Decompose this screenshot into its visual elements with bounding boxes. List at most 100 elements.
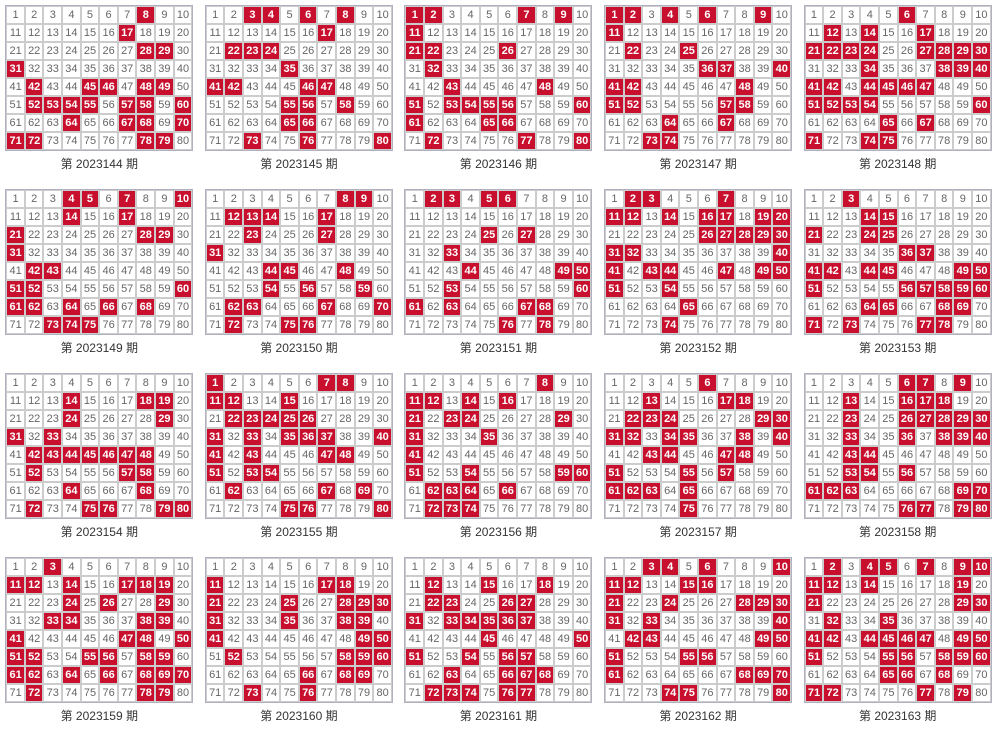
number-cell: 3	[642, 6, 661, 24]
number-cell-highlight: 29	[754, 410, 773, 428]
number-cell: 53	[43, 464, 62, 482]
number-cell: 13	[642, 576, 661, 594]
number-cell: 63	[842, 666, 861, 684]
number-cell: 9	[155, 374, 174, 392]
panel-caption: 第 2023163 期	[859, 703, 936, 730]
number-cell: 44	[461, 630, 480, 648]
number-cell: 50	[573, 78, 592, 96]
number-cell: 6	[498, 6, 517, 24]
number-cell: 57	[317, 648, 336, 666]
number-cell: 27	[916, 594, 935, 612]
number-cell-highlight: 49	[554, 262, 573, 280]
number-cell: 12	[25, 24, 44, 42]
number-cell-highlight: 70	[772, 666, 791, 684]
number-cell-highlight: 45	[879, 262, 898, 280]
number-cell: 43	[443, 446, 462, 464]
number-cell-highlight: 43	[642, 630, 661, 648]
number-cell-highlight: 55	[81, 648, 100, 666]
number-cell-highlight: 46	[299, 78, 318, 96]
number-cell: 66	[898, 298, 917, 316]
lottery-panel: 1234567891011121314151617181920212223242…	[604, 557, 793, 730]
number-cell-highlight: 7	[517, 6, 536, 24]
number-cell: 48	[336, 630, 355, 648]
number-cell: 38	[735, 60, 754, 78]
number-cell: 5	[679, 374, 698, 392]
number-cell: 13	[642, 208, 661, 226]
number-cell: 80	[772, 132, 791, 150]
number-cell: 55	[280, 280, 299, 298]
number-cell: 10	[772, 190, 791, 208]
number-cell: 24	[860, 594, 879, 612]
number-cell-highlight: 50	[573, 262, 592, 280]
number-cell: 27	[118, 42, 137, 60]
number-cell: 16	[299, 392, 318, 410]
number-cell: 21	[405, 226, 424, 244]
number-cell: 12	[424, 208, 443, 226]
panel-caption: 第 2023162 期	[659, 703, 736, 730]
number-cell: 23	[642, 226, 661, 244]
number-cell: 58	[735, 464, 754, 482]
number-cell: 49	[554, 78, 573, 96]
number-cell: 32	[224, 612, 243, 630]
number-grid: 1234567891011121314151617181920212223242…	[804, 557, 992, 703]
number-cell: 80	[373, 316, 392, 334]
number-cell: 27	[916, 226, 935, 244]
number-cell: 63	[243, 114, 262, 132]
number-cell: 56	[698, 280, 717, 298]
number-cell: 10	[772, 6, 791, 24]
number-cell: 63	[842, 298, 861, 316]
number-cell-highlight: 43	[243, 446, 262, 464]
number-cell-highlight: 36	[299, 428, 318, 446]
number-cell-highlight: 46	[898, 630, 917, 648]
number-cell: 44	[461, 446, 480, 464]
number-cell: 45	[480, 78, 499, 96]
number-cell: 32	[224, 60, 243, 78]
number-cell: 17	[916, 208, 935, 226]
number-cell: 21	[605, 410, 624, 428]
number-cell: 60	[373, 280, 392, 298]
number-cell: 37	[317, 612, 336, 630]
number-cell-highlight: 36	[498, 612, 517, 630]
number-cell: 58	[136, 280, 155, 298]
number-cell: 47	[118, 262, 137, 280]
number-cell: 24	[461, 594, 480, 612]
number-cell-highlight: 12	[823, 576, 842, 594]
number-cell: 52	[823, 280, 842, 298]
number-cell-highlight: 74	[661, 684, 680, 702]
number-cell: 42	[424, 446, 443, 464]
number-cell-highlight: 36	[698, 60, 717, 78]
number-cell: 6	[99, 190, 118, 208]
number-cell: 7	[916, 6, 935, 24]
number-cell: 49	[355, 78, 374, 96]
number-cell: 47	[517, 446, 536, 464]
number-cell: 77	[517, 316, 536, 334]
number-cell: 59	[554, 648, 573, 666]
number-cell-highlight: 75	[679, 500, 698, 518]
number-cell: 15	[679, 24, 698, 42]
number-cell-highlight: 70	[174, 114, 193, 132]
number-cell: 53	[43, 648, 62, 666]
number-cell: 69	[155, 298, 174, 316]
panel-caption: 第 2023151 期	[460, 335, 537, 362]
number-cell: 8	[935, 6, 954, 24]
number-cell-highlight: 52	[25, 648, 44, 666]
number-cell-highlight: 73	[43, 316, 62, 334]
number-cell: 46	[99, 630, 118, 648]
number-cell-highlight: 14	[661, 208, 680, 226]
number-cell: 78	[935, 500, 954, 518]
number-cell-highlight: 23	[842, 410, 861, 428]
number-cell: 60	[174, 464, 193, 482]
number-cell: 43	[443, 630, 462, 648]
number-cell: 38	[935, 612, 954, 630]
number-cell: 27	[317, 410, 336, 428]
number-cell: 9	[754, 558, 773, 576]
number-cell: 24	[860, 410, 879, 428]
number-cell: 33	[842, 60, 861, 78]
number-cell: 19	[953, 208, 972, 226]
number-cell: 23	[43, 42, 62, 60]
number-cell: 41	[206, 262, 225, 280]
number-cell: 37	[317, 244, 336, 262]
number-cell-highlight: 14	[860, 208, 879, 226]
number-cell: 34	[262, 428, 281, 446]
number-cell: 37	[118, 60, 137, 78]
